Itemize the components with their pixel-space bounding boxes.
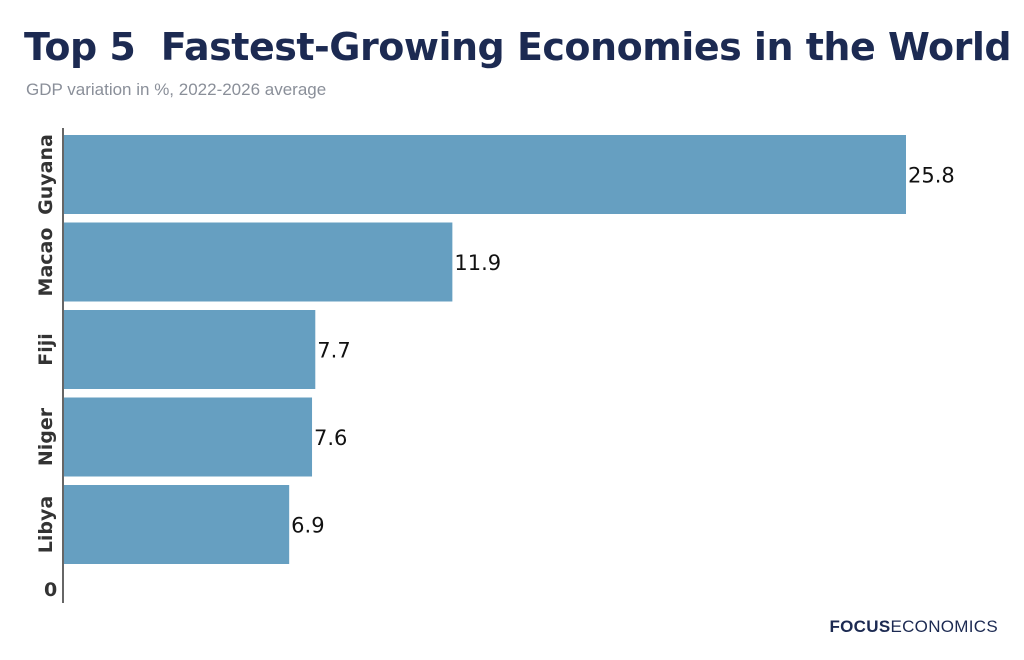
- logo-bold-text: FOCUS: [829, 617, 891, 636]
- focus-economics-logo: FOCUSECONOMICS: [829, 617, 998, 637]
- value-label-guyana: 25.8: [908, 164, 955, 188]
- value-label-libya: 6.9: [291, 514, 324, 538]
- bar-niger: [64, 397, 313, 477]
- value-label-macao: 11.9: [454, 251, 501, 275]
- bar-libya: [64, 485, 290, 564]
- value-label-niger: 7.6: [314, 426, 347, 450]
- bars-layer: [64, 135, 906, 564]
- labels-layer: 25.8 Guyana 11.9 Macao 7.7 Fiji 7.6 Niger 6.9 Lib…: [35, 134, 955, 601]
- bar-guyana: [64, 135, 906, 214]
- axis-origin-label: 0: [44, 579, 57, 601]
- value-label-fiji: 7.7: [317, 339, 350, 363]
- bar-fiji: [64, 310, 316, 389]
- bar-macao: [64, 222, 453, 302]
- category-label-macao: Macao: [35, 228, 57, 297]
- category-label-libya: Libya: [35, 496, 57, 553]
- logo-light-text: ECONOMICS: [890, 617, 998, 636]
- chart-subtitle: GDP variation in %, 2022-2026 average: [26, 80, 327, 99]
- category-label-niger: Niger: [35, 407, 57, 466]
- chart-title: Top 5 Fastest-Growing Economies in the W…: [24, 25, 1012, 69]
- category-label-guyana: Guyana: [35, 134, 57, 215]
- category-label-fiji: Fiji: [35, 333, 57, 366]
